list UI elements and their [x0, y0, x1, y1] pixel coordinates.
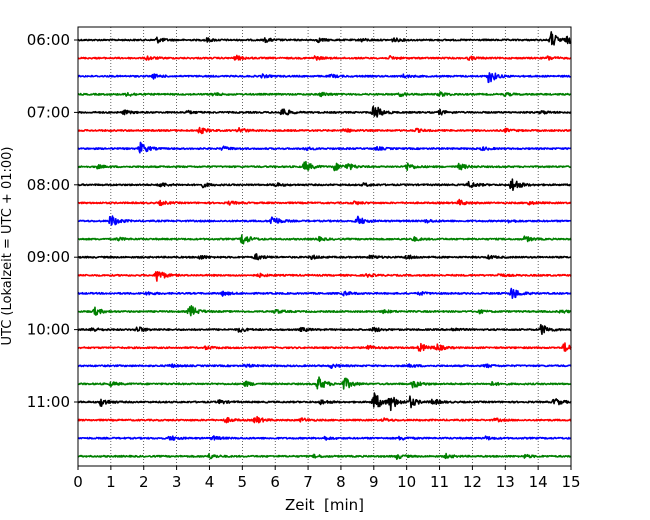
- y-axis-label: UTC (Lokalzeit = UTC + 01:00): [0, 147, 15, 346]
- trace-line: [77, 141, 572, 154]
- trace-line: [77, 271, 572, 282]
- x-tick-label: 5: [238, 473, 248, 491]
- trace-line: [77, 392, 572, 412]
- x-axis-label: Zeit [min]: [285, 496, 364, 514]
- x-tick-label: 1: [106, 473, 116, 491]
- trace-line: [77, 72, 572, 84]
- plot-frame: [77, 26, 572, 467]
- trace-line: [77, 376, 572, 390]
- y-tick-label: 06:00: [27, 31, 70, 49]
- trace-line: [77, 305, 572, 317]
- x-tick-label: 10: [397, 473, 416, 491]
- y-tick-label: 11:00: [27, 393, 70, 411]
- y-axis-ticks: 06:00 07:00 08:00 09:00 10:00 11:00: [27, 31, 78, 411]
- trace-line: [77, 126, 572, 135]
- y-tick-label: 09:00: [27, 248, 70, 266]
- seismogram-traces: [77, 31, 572, 461]
- x-axis-ticks: 0 1 2 3 4 5 6 7 8 9 10 11 12 13 14 15: [73, 466, 581, 491]
- x-tick-label: 3: [172, 473, 182, 491]
- y-tick-label: 07:00: [27, 103, 70, 121]
- trace-line: [77, 198, 572, 207]
- trace-line: [77, 452, 572, 461]
- x-tick-label: 14: [529, 473, 548, 491]
- y-tick-label: 10:00: [27, 321, 70, 339]
- trace-line: [77, 91, 572, 98]
- x-tick-label: 15: [561, 473, 580, 491]
- trace-line: [77, 105, 572, 118]
- trace-line: [77, 363, 572, 369]
- trace-line: [77, 287, 572, 300]
- x-tick-label: 9: [369, 473, 379, 491]
- x-tick-label: 13: [496, 473, 515, 491]
- y-tick-label: 08:00: [27, 176, 70, 194]
- trace-line: [77, 31, 572, 46]
- x-tick-label: 0: [73, 473, 83, 491]
- trace-line: [77, 234, 572, 245]
- trace-line: [77, 215, 572, 226]
- x-tick-label: 12: [463, 473, 482, 491]
- trace-line: [77, 415, 572, 424]
- x-tick-label: 4: [205, 473, 215, 491]
- trace-line: [77, 178, 572, 191]
- trace-line: [77, 253, 572, 261]
- trace-line: [77, 435, 572, 441]
- trace-line: [77, 342, 572, 352]
- trace-line: [77, 54, 572, 61]
- x-tick-label: 8: [336, 473, 346, 491]
- x-tick-label: 6: [270, 473, 280, 491]
- x-tick-label: 11: [430, 473, 449, 491]
- trace-line: [77, 160, 572, 172]
- x-tick-label: 7: [303, 473, 313, 491]
- x-tick-label: 2: [139, 473, 149, 491]
- grid-lines: [110, 27, 539, 466]
- trace-line: [77, 323, 572, 335]
